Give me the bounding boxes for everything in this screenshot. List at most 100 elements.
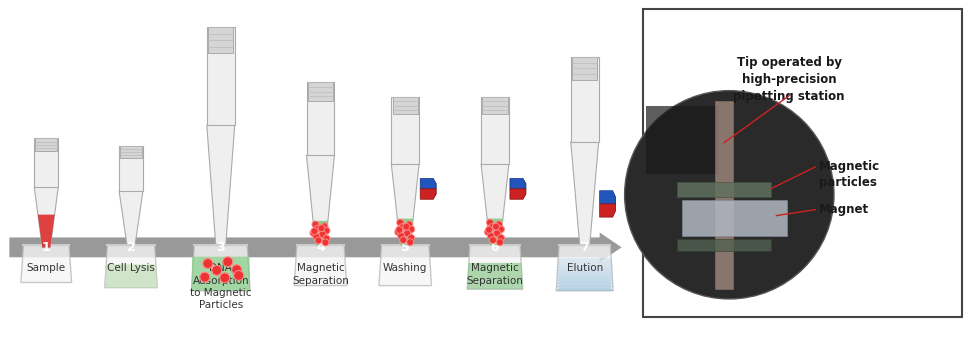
Circle shape xyxy=(495,221,502,228)
Polygon shape xyxy=(420,189,436,199)
Text: Elution: Elution xyxy=(566,263,602,273)
Text: 2: 2 xyxy=(127,241,136,254)
Text: Magnetic
Separation: Magnetic Separation xyxy=(292,263,349,286)
Text: 5: 5 xyxy=(400,241,409,254)
Circle shape xyxy=(200,272,209,282)
Circle shape xyxy=(497,234,504,241)
FancyArrow shape xyxy=(10,233,621,262)
Polygon shape xyxy=(555,274,612,278)
Polygon shape xyxy=(392,97,418,115)
Circle shape xyxy=(492,223,499,230)
Polygon shape xyxy=(397,219,413,245)
Polygon shape xyxy=(420,178,436,189)
Circle shape xyxy=(220,273,230,283)
Polygon shape xyxy=(645,106,718,174)
Circle shape xyxy=(322,239,328,246)
Circle shape xyxy=(486,219,493,226)
Polygon shape xyxy=(191,257,250,291)
Polygon shape xyxy=(481,97,509,164)
Circle shape xyxy=(485,226,492,233)
Circle shape xyxy=(496,239,503,245)
Text: 6: 6 xyxy=(490,241,499,254)
Polygon shape xyxy=(105,245,157,288)
Polygon shape xyxy=(510,178,525,189)
Polygon shape xyxy=(555,265,612,268)
Polygon shape xyxy=(38,215,54,248)
Polygon shape xyxy=(206,125,234,245)
Polygon shape xyxy=(486,219,502,245)
Polygon shape xyxy=(36,138,57,151)
Polygon shape xyxy=(294,245,346,286)
Text: 3: 3 xyxy=(216,241,225,254)
Polygon shape xyxy=(599,204,615,217)
Circle shape xyxy=(402,223,409,230)
Polygon shape xyxy=(467,263,522,289)
Polygon shape xyxy=(555,281,612,284)
Polygon shape xyxy=(191,245,250,291)
Polygon shape xyxy=(21,245,72,283)
Circle shape xyxy=(318,225,325,232)
Circle shape xyxy=(405,221,412,228)
Polygon shape xyxy=(555,288,612,291)
Circle shape xyxy=(311,228,318,235)
Circle shape xyxy=(398,224,405,231)
Polygon shape xyxy=(306,82,334,155)
Polygon shape xyxy=(482,97,507,115)
Polygon shape xyxy=(391,164,419,245)
Text: Cell Lysis: Cell Lysis xyxy=(107,263,155,273)
Bar xyxy=(676,182,770,197)
Polygon shape xyxy=(306,155,334,245)
Polygon shape xyxy=(599,191,615,204)
Polygon shape xyxy=(120,146,141,158)
Text: Magnet: Magnet xyxy=(818,203,868,216)
Polygon shape xyxy=(522,178,525,199)
Circle shape xyxy=(489,237,496,243)
Polygon shape xyxy=(34,187,58,248)
Circle shape xyxy=(323,227,329,234)
Circle shape xyxy=(394,228,401,236)
Circle shape xyxy=(310,230,317,237)
Polygon shape xyxy=(119,146,142,191)
Polygon shape xyxy=(555,278,612,281)
Circle shape xyxy=(323,235,329,242)
Text: Sample: Sample xyxy=(27,263,66,273)
Circle shape xyxy=(211,266,222,275)
Circle shape xyxy=(407,234,415,241)
Polygon shape xyxy=(119,191,142,245)
Circle shape xyxy=(403,230,410,237)
Polygon shape xyxy=(572,57,597,80)
Circle shape xyxy=(203,259,212,269)
Circle shape xyxy=(487,233,494,239)
Polygon shape xyxy=(510,189,525,199)
Circle shape xyxy=(407,226,415,233)
Circle shape xyxy=(484,228,491,236)
Polygon shape xyxy=(391,97,419,164)
Polygon shape xyxy=(612,191,615,217)
Polygon shape xyxy=(208,27,234,53)
Circle shape xyxy=(395,226,402,233)
Text: Washing: Washing xyxy=(383,263,427,273)
Text: Tip operated by
high-precision
pipetting station: Tip operated by high-precision pipetting… xyxy=(733,56,844,103)
Text: 7: 7 xyxy=(579,241,588,254)
Polygon shape xyxy=(206,27,234,125)
Circle shape xyxy=(319,231,326,238)
Circle shape xyxy=(223,257,233,267)
Polygon shape xyxy=(555,258,612,261)
Text: 4: 4 xyxy=(316,241,325,254)
Polygon shape xyxy=(570,57,598,142)
Polygon shape xyxy=(570,142,598,245)
Text: Magnetic
Separation: Magnetic Separation xyxy=(466,263,523,286)
Circle shape xyxy=(313,233,320,240)
Circle shape xyxy=(315,237,322,244)
Circle shape xyxy=(624,91,833,299)
Polygon shape xyxy=(34,138,58,187)
Circle shape xyxy=(399,237,406,243)
Bar xyxy=(714,101,733,289)
Bar xyxy=(641,9,960,317)
Circle shape xyxy=(493,230,500,237)
Circle shape xyxy=(314,225,321,232)
Polygon shape xyxy=(555,261,612,265)
Text: 1: 1 xyxy=(42,241,50,254)
Polygon shape xyxy=(307,82,332,101)
Polygon shape xyxy=(555,245,612,291)
